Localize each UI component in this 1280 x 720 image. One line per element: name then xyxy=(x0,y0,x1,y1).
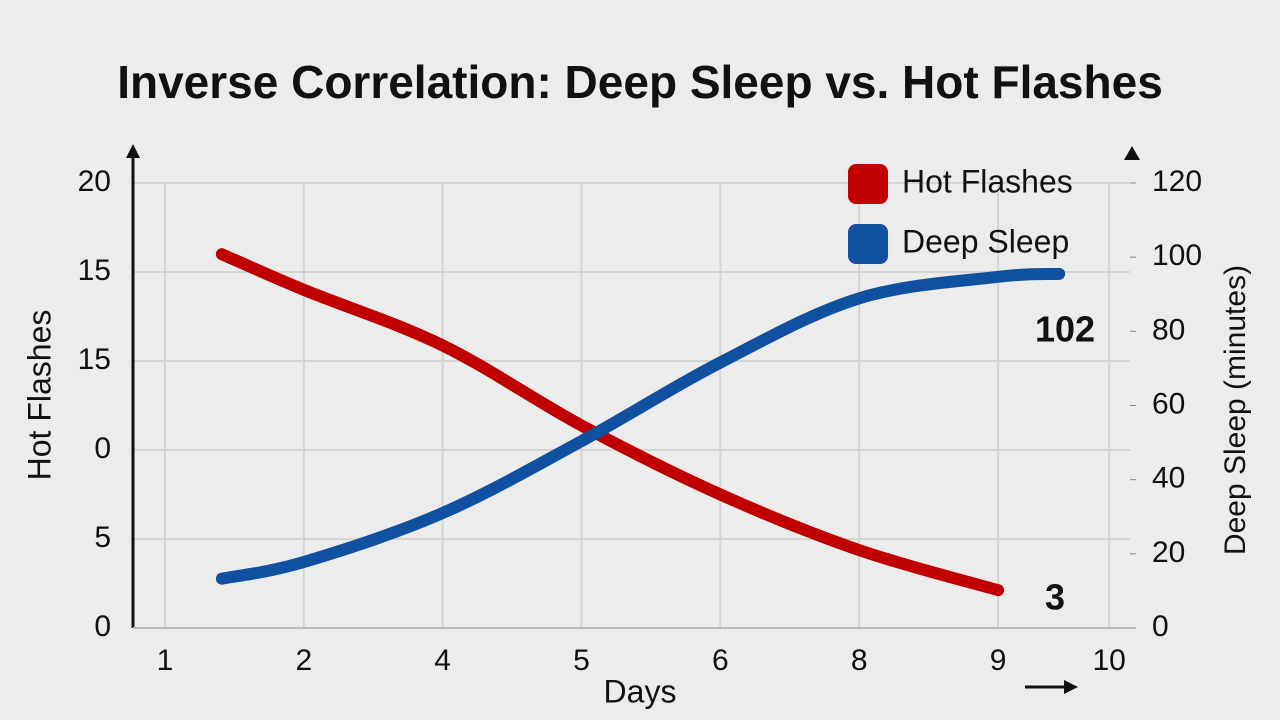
x-tick-label: 9 xyxy=(990,644,1007,677)
y-tick-label: 0 xyxy=(94,610,111,643)
series-line xyxy=(215,248,1005,597)
y-tick-label: 15 xyxy=(78,343,111,376)
y-tick-label: 20 xyxy=(78,165,111,198)
legend-swatch xyxy=(848,224,888,264)
y-axis-label: Hot Flashes xyxy=(21,310,57,481)
y2-tick-label: 0 xyxy=(1152,610,1169,643)
series-line xyxy=(215,267,1066,585)
y2-tick-label: 80 xyxy=(1152,313,1185,346)
x-tick-label: 1 xyxy=(157,644,174,677)
annotation: 102 xyxy=(1035,309,1095,350)
x-axis-label: Days xyxy=(604,673,677,709)
legend-label: Deep Sleep xyxy=(902,223,1069,259)
y-tick-label: 0 xyxy=(94,432,111,465)
axis-arrow xyxy=(1124,146,1140,160)
y-tick-label: 15 xyxy=(78,254,111,287)
y-tick-label: 5 xyxy=(94,521,111,554)
legend-label: Hot Flashes xyxy=(902,163,1073,199)
y2-tick-label: 60 xyxy=(1152,387,1185,420)
x-tick-label: 2 xyxy=(295,644,312,677)
axis-arrow xyxy=(1064,680,1078,694)
x-tick-label: 6 xyxy=(712,644,729,677)
chart-title: Inverse Correlation: Deep Sleep vs. Hot … xyxy=(117,56,1163,108)
y2-tick-label: 100 xyxy=(1152,239,1202,272)
x-tick-label: 10 xyxy=(1092,644,1125,677)
legend-swatch xyxy=(848,164,888,204)
y2-tick-label: 20 xyxy=(1152,536,1185,569)
x-tick-label: 4 xyxy=(434,644,451,677)
y2-tick-label: 120 xyxy=(1152,165,1202,198)
x-tick-label: 8 xyxy=(851,644,868,677)
y2-tick-label: 40 xyxy=(1152,462,1185,495)
axis-arrow xyxy=(126,144,140,158)
x-tick-label: 5 xyxy=(573,644,590,677)
y2-axis-label: Deep Sleep (minutes) xyxy=(1219,265,1252,555)
annotation: 3 xyxy=(1045,577,1065,618)
